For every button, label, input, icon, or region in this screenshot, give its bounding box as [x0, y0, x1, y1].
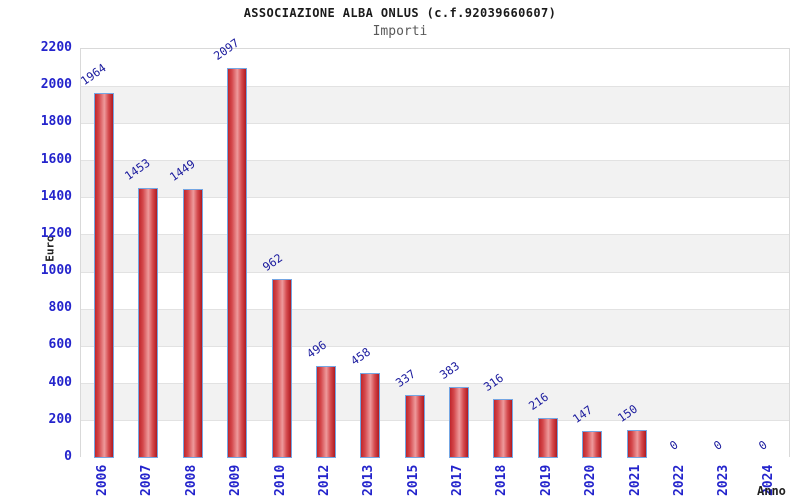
gridline — [81, 271, 789, 273]
bar — [449, 386, 470, 458]
gridline — [81, 420, 789, 422]
x-tick-label: 2022 — [671, 464, 687, 496]
y-tick-label: 600 — [48, 337, 72, 353]
x-tick-label: 2013 — [361, 464, 377, 496]
y-tick-label: 1800 — [40, 114, 72, 130]
gridline — [81, 122, 789, 124]
y-tick-label: 400 — [48, 374, 72, 390]
x-tick-label: 2008 — [183, 464, 199, 496]
y-tick-label: 1600 — [40, 151, 72, 167]
y-tick-label: 0 — [64, 449, 72, 464]
x-tick-label: 2015 — [405, 464, 421, 496]
bar — [182, 188, 203, 458]
gridline — [81, 345, 789, 347]
bar — [537, 417, 558, 458]
gridline — [81, 160, 789, 162]
x-tick-label: 2012 — [316, 464, 332, 496]
bar — [315, 365, 336, 458]
bar — [360, 372, 381, 458]
bar — [227, 68, 248, 458]
x-tick-label: 2017 — [450, 464, 466, 496]
y-tick-label: 2200 — [40, 40, 72, 55]
gridline — [81, 85, 789, 87]
x-tick-label: 2007 — [139, 464, 155, 496]
y-tick-label: 2000 — [40, 77, 72, 93]
x-tick-label: 2019 — [538, 464, 554, 496]
y-tick-label: 1200 — [40, 225, 72, 241]
bar — [271, 279, 292, 458]
x-axis-title: Anno — [757, 484, 786, 498]
bar — [94, 92, 115, 458]
bar — [582, 430, 603, 458]
x-tick-label: 2010 — [272, 464, 288, 496]
x-tick-label: 2018 — [494, 464, 510, 496]
x-tick-label: 2023 — [716, 464, 732, 496]
bar — [626, 430, 647, 458]
y-tick-label: 200 — [48, 411, 72, 427]
x-tick-label: 2021 — [627, 464, 643, 496]
gridline — [81, 308, 789, 310]
plot-area — [80, 48, 790, 458]
plot-band-gray — [81, 86, 789, 124]
gridline — [81, 197, 789, 199]
chart-subtitle: Importi — [372, 24, 428, 39]
bar — [138, 187, 159, 458]
x-tick-label: 2006 — [95, 464, 111, 496]
y-tick-label: 800 — [48, 300, 72, 316]
chart-title: ASSOCIAZIONE ALBA ONLUS (c.f.92039660607… — [243, 6, 557, 20]
y-tick-label: 1000 — [40, 263, 72, 279]
plot-band-white — [81, 123, 789, 161]
y-tick-label: 1400 — [40, 188, 72, 204]
plot-band-white — [81, 49, 789, 87]
gridline — [81, 383, 789, 385]
bar — [404, 395, 425, 458]
gridline — [81, 234, 789, 236]
bar — [493, 399, 514, 458]
x-tick-label: 2020 — [583, 464, 599, 496]
x-tick-label: 2009 — [228, 464, 244, 496]
